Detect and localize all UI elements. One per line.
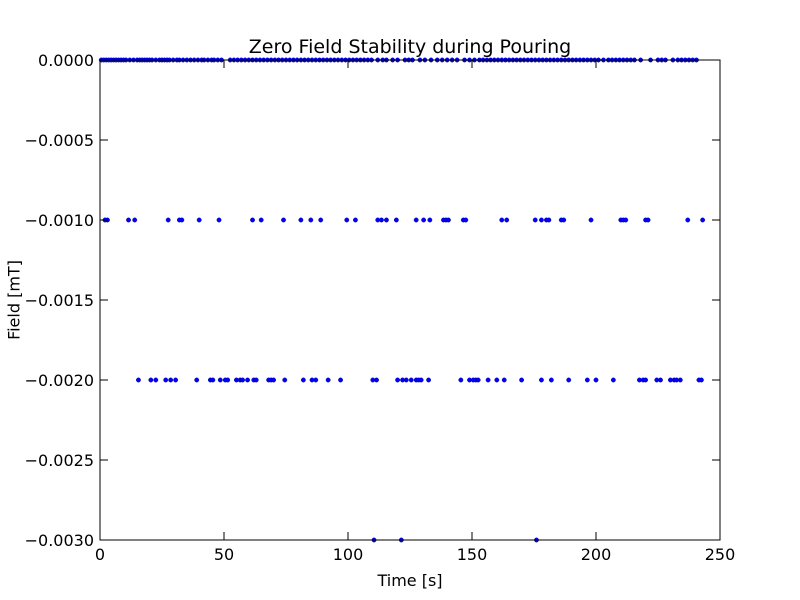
x-axis-label: Time [s] [376,571,442,590]
data-point [643,377,648,383]
data-point [463,217,469,223]
data-point [344,217,350,223]
data-point [395,377,400,383]
data-point [393,217,399,223]
data-point [240,377,246,383]
data-point [153,377,159,383]
data-point [217,377,223,383]
data-point [645,217,651,223]
data-point [318,217,324,223]
data-point [194,377,200,383]
data-point [308,217,314,223]
data-point [196,217,202,223]
data-point [148,377,154,383]
data-point [588,217,594,223]
data-point [225,377,231,383]
data-point [685,217,691,223]
y-tick-label: −0.0015 [25,291,94,310]
data-point [539,377,544,383]
x-axis-ticks: 0 50 100 150 200 250 [95,60,735,564]
data-point [313,377,319,383]
data-point [413,217,419,223]
data-point [210,377,216,383]
data-point [281,217,286,223]
y-tick-label: −0.0005 [25,131,94,150]
data-point [458,377,464,383]
data-point [374,377,379,383]
x-tick-label: 100 [333,545,364,564]
chart-title: Zero Field Stability during Pouring [249,36,571,58]
data-point [700,217,706,223]
data-point [593,377,599,383]
data-point [610,377,616,383]
x-tick-label: 50 [214,545,234,564]
data-point [258,217,264,223]
plot-area [100,60,720,540]
x-tick-label: 150 [457,545,488,564]
data-point [561,217,567,223]
data-point [475,377,481,383]
data-point [163,377,169,383]
data-point [173,377,179,383]
data-point [298,217,304,223]
x-tick-label: 0 [95,545,105,564]
x-tick-label: 250 [705,545,736,564]
data-point [539,217,544,223]
data-point [427,217,433,223]
data-point [446,217,451,223]
data-point [546,217,552,223]
data-point [494,377,500,383]
y-tick-label: −0.0010 [25,211,94,230]
data-point [418,377,424,383]
data-point [426,377,431,383]
data-point [519,377,524,383]
data-point [403,377,409,383]
data-point [421,217,427,223]
data-point [300,377,306,383]
data-point [566,377,572,383]
y-axis-label: Field [mT] [5,260,24,340]
data-point [677,377,683,383]
data-point [658,377,663,383]
data-point [548,377,554,383]
data-point [325,377,331,383]
data-point [165,217,171,223]
data-point [501,377,507,383]
data-point [338,377,343,383]
y-axis-ticks: 0.0000 −0.0005 −0.0010 −0.0015 −0.0020 −0.002… [25,51,720,550]
data-point [250,217,255,223]
data-point [379,217,384,223]
y-tick-label: −0.0020 [25,371,94,390]
y-tick-label: −0.0030 [25,531,94,550]
data-point [499,217,505,223]
data-point [699,377,704,383]
data-point [271,377,276,383]
data-point [408,377,414,383]
data-point [532,217,538,223]
data-point [168,377,174,383]
data-point [584,377,590,383]
data-point [216,217,222,223]
data-point [282,377,288,383]
data-point [353,217,358,223]
data-point [136,377,141,383]
y-tick-label: −0.0025 [25,451,94,470]
data-point [623,217,629,223]
data-point [504,217,510,223]
data-point [245,377,250,383]
data-point [253,377,259,383]
x-tick-label: 200 [581,545,612,564]
data-point [132,217,138,223]
data-point [485,377,491,383]
data-point [384,217,389,223]
data-point [179,217,185,223]
data-point [126,217,131,223]
y-tick-label: 0.0000 [38,51,94,70]
